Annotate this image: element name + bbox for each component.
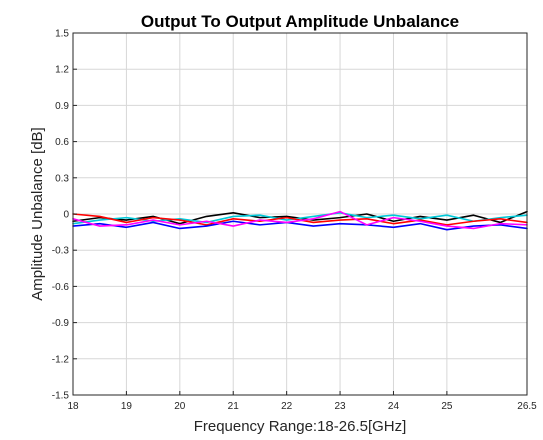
y-tick-label: -0.6 bbox=[52, 282, 70, 293]
x-axis-label: Frequency Range:18-26.5[GHz] bbox=[194, 418, 407, 435]
y-tick-label: -0.9 bbox=[52, 318, 70, 329]
y-axis-label: Amplitude Unbalance [dB] bbox=[29, 127, 46, 300]
tick-layer bbox=[72, 32, 528, 396]
x-tick-label: 24 bbox=[388, 401, 400, 412]
y-tick-label: -1.5 bbox=[52, 391, 70, 402]
series-line-4 bbox=[72, 220, 528, 231]
y-tick-label: 1.5 bbox=[55, 29, 69, 40]
x-tick-label: 20 bbox=[174, 401, 186, 412]
series-line-3 bbox=[72, 213, 528, 226]
y-tick-label: 0.9 bbox=[55, 101, 69, 112]
x-tick-label: 21 bbox=[228, 401, 240, 412]
y-tick-label: 0.3 bbox=[55, 173, 69, 184]
series-layer bbox=[72, 210, 528, 231]
y-tick-label: 0.6 bbox=[55, 137, 69, 148]
x-tick-label: 25 bbox=[441, 401, 453, 412]
x-tick-label: 26.5 bbox=[517, 401, 537, 412]
x-tick-label: 22 bbox=[281, 401, 293, 412]
x-tick-label: 23 bbox=[334, 401, 346, 412]
tick-label-layer: 18 19 20 21 22 23 24 25 26.5 1.5 1.2 0.9 0.6 0.3 0 -0.3… bbox=[52, 29, 537, 413]
chart-title: Output To Output Amplitude Unbalance bbox=[141, 12, 459, 31]
grid-layer bbox=[72, 32, 528, 396]
y-tick-label: 1.2 bbox=[55, 65, 69, 76]
y-tick-label: -0.3 bbox=[52, 246, 70, 257]
x-tick-label: 19 bbox=[121, 401, 133, 412]
y-tick-label: -1.2 bbox=[52, 354, 70, 365]
y-tick-label: 0 bbox=[63, 210, 69, 221]
x-tick-label: 18 bbox=[67, 401, 79, 412]
series-line-5 bbox=[72, 210, 528, 230]
